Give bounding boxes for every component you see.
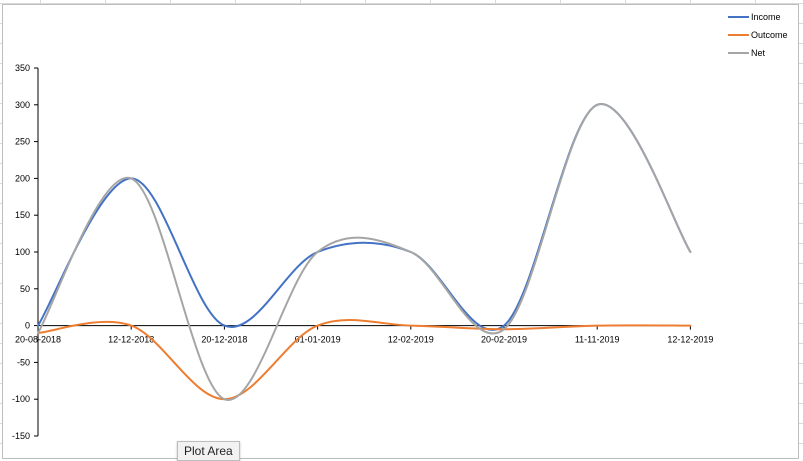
x-tick-label: 12-12-2018 <box>108 335 154 345</box>
chart-area[interactable]: -150 -100 -50 0 50 100 150 200 250 300 350 20-08-20… <box>2 4 799 459</box>
y-tick-label: 0 <box>25 321 30 331</box>
legend[interactable]: Income Outcome Net <box>728 12 788 58</box>
plot-area[interactable] <box>37 103 692 401</box>
y-tick-label: -150 <box>12 431 30 441</box>
y-tick-label: -50 <box>17 357 30 367</box>
x-tick-label: 20-08-2018 <box>15 335 61 345</box>
y-tick-label: 100 <box>15 247 30 257</box>
legend-label-outcome: Outcome <box>751 30 788 40</box>
y-tick-label: 50 <box>20 284 30 294</box>
series-line-net[interactable] <box>37 103 692 401</box>
x-tick-label: 12-12-2019 <box>667 335 713 345</box>
x-tick-label: 12-02-2019 <box>388 335 434 345</box>
y-tick-label: 150 <box>15 210 30 220</box>
y-tick-label: 300 <box>15 100 30 110</box>
legend-label-income: Income <box>751 12 781 22</box>
y-tick-label: 200 <box>15 173 30 183</box>
x-tick-label: 01-01-2019 <box>295 335 341 345</box>
line-chart[interactable]: -150 -100 -50 0 50 100 150 200 250 300 350 20-08-20… <box>3 5 800 460</box>
series-line-income[interactable] <box>37 103 692 331</box>
y-tick-label: -100 <box>12 394 30 404</box>
x-tick-label: 20-02-2019 <box>481 335 527 345</box>
y-tick-label: 250 <box>15 137 30 147</box>
legend-label-net: Net <box>751 48 766 58</box>
y-tick-label: 350 <box>15 63 30 73</box>
series-line-outcome[interactable] <box>37 319 692 401</box>
x-tick-label: 11-11-2019 <box>575 335 620 345</box>
axes: -150 -100 -50 0 50 100 150 200 250 300 350 20-08-20… <box>12 63 713 441</box>
plot-area-tooltip: Plot Area <box>177 441 240 461</box>
x-tick-label: 20-12-2018 <box>201 335 247 345</box>
